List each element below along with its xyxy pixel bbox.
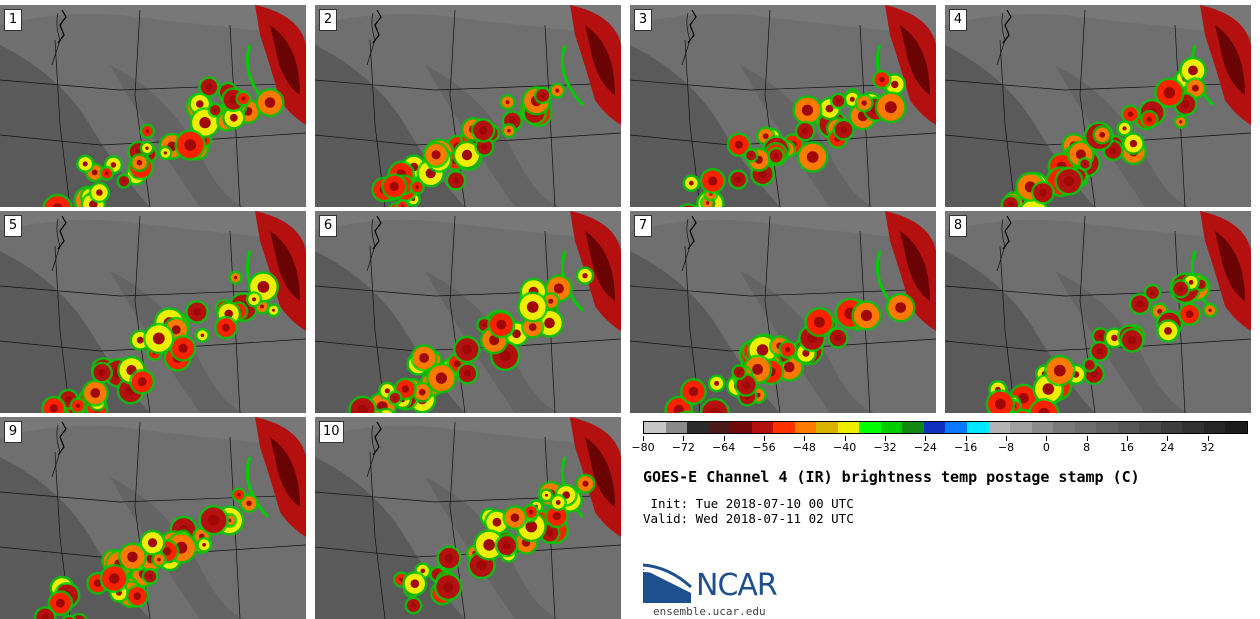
valid-time: Valid: Wed 2018-07-11 02 UTC [643, 511, 854, 526]
stamp-panel-2: 2 [315, 5, 621, 207]
colorbar-tick-label: −16 [954, 441, 978, 454]
colorbar-tick [1127, 436, 1128, 441]
colorbar-segment [837, 422, 860, 433]
colorbar-tick-label: 0 [1042, 441, 1050, 454]
colorbar-tick-label: −8 [997, 441, 1015, 454]
colorbar-segment [945, 422, 967, 433]
colorbar-tick [1167, 436, 1169, 441]
init-time: Init: Tue 2018-07-10 00 UTC [643, 496, 854, 511]
colorbar-segment [966, 422, 989, 433]
colorbar-segment [794, 422, 817, 433]
colorbar-segment [773, 422, 795, 433]
colorbar-segment [751, 422, 774, 433]
ncar-logo-icon [643, 563, 693, 603]
colorbar-segment [687, 422, 709, 433]
logo-url: ensemble.ucar.edu [653, 605, 766, 618]
stamp-panel-6: 6 [315, 211, 621, 413]
colorbar-tick [1046, 436, 1048, 441]
colorbar-tick-label: −64 [712, 441, 736, 454]
panel-number: 9 [4, 421, 22, 443]
colorbar-ticks: −80 −72 −64 −56 −48 −40 −32 −24 −16 −8 0 8 16 24 32 [631, 436, 1248, 460]
stamp-panel-7: 7 [630, 211, 936, 413]
colorbar-tick-label: 32 [1200, 441, 1215, 454]
colorbar-segment [708, 422, 731, 433]
colorbar-segment [1203, 422, 1226, 433]
colorbar-segment [1160, 422, 1183, 433]
colorbar-segment [859, 422, 881, 433]
panel-number: 2 [319, 9, 337, 31]
colorbar-segment [1182, 422, 1204, 433]
colorbar-tick-label: −56 [752, 441, 776, 454]
colorbar-tick-label: 24 [1160, 441, 1175, 454]
colorbar-segment [730, 422, 752, 433]
colorbar-tick-label: 8 [1083, 441, 1091, 454]
colorbar-segment [1074, 422, 1097, 433]
colorbar-segment [1117, 422, 1140, 433]
colorbar-segment [1139, 422, 1161, 433]
colorbar-tick [1086, 436, 1088, 441]
colorbar-tick-label: 16 [1120, 441, 1134, 454]
panel-number: 1 [4, 9, 22, 31]
colorbar-tick-label: −72 [671, 441, 695, 454]
colorbar-tick-label: −24 [913, 441, 937, 454]
stamp-panel-8: 8 [945, 211, 1251, 413]
colorbar-tick [965, 436, 967, 441]
colorbar-tick [804, 436, 806, 441]
panel-number: 10 [319, 421, 344, 443]
colorbar-segment [644, 422, 666, 433]
colorbar-tick-label: −32 [873, 441, 897, 454]
temperature-colorbar [643, 421, 1248, 434]
panel-number: 3 [634, 9, 652, 31]
panel-number: 5 [4, 215, 22, 237]
colorbar-segment [1225, 422, 1247, 433]
colorbar-tick [844, 436, 846, 441]
colorbar-tick [885, 436, 886, 441]
stamp-panel-1: 1 [0, 5, 306, 207]
stamp-panel-3: 3 [630, 5, 936, 207]
colorbar-segment [1031, 422, 1054, 433]
colorbar-tick [764, 436, 765, 441]
colorbar-segment [1010, 422, 1032, 433]
colorbar-segment [1053, 422, 1075, 433]
stamp-panel-9: 9 [0, 417, 306, 619]
panel-number: 6 [319, 215, 337, 237]
colorbar-tick [1207, 436, 1209, 441]
colorbar-segment [1096, 422, 1118, 433]
stamp-panel-10: 10 [315, 417, 621, 619]
colorbar-segment [816, 422, 838, 433]
panel-number: 8 [949, 215, 967, 237]
colorbar-tick [925, 436, 927, 441]
colorbar-tick-label: −40 [833, 441, 857, 454]
colorbar-tick [643, 436, 644, 441]
ncar-logo-text: NCAR [696, 568, 778, 603]
colorbar-segment [988, 422, 1011, 433]
stamp-panel-4: 4 [945, 5, 1251, 207]
figure-title: GOES-E Channel 4 (IR) brightness temp po… [643, 468, 1140, 486]
colorbar-segment [880, 422, 903, 433]
colorbar-segment [902, 422, 924, 433]
stamp-panel-5: 5 [0, 211, 306, 413]
colorbar-tick [723, 436, 725, 441]
colorbar-segment [665, 422, 688, 433]
colorbar-segment [923, 422, 946, 433]
colorbar-tick-label: −80 [631, 441, 655, 454]
colorbar-tick [683, 436, 685, 441]
panel-number: 7 [634, 215, 652, 237]
colorbar-tick [1006, 436, 1007, 441]
panel-number: 4 [949, 9, 967, 31]
colorbar-tick-label: −48 [792, 441, 816, 454]
